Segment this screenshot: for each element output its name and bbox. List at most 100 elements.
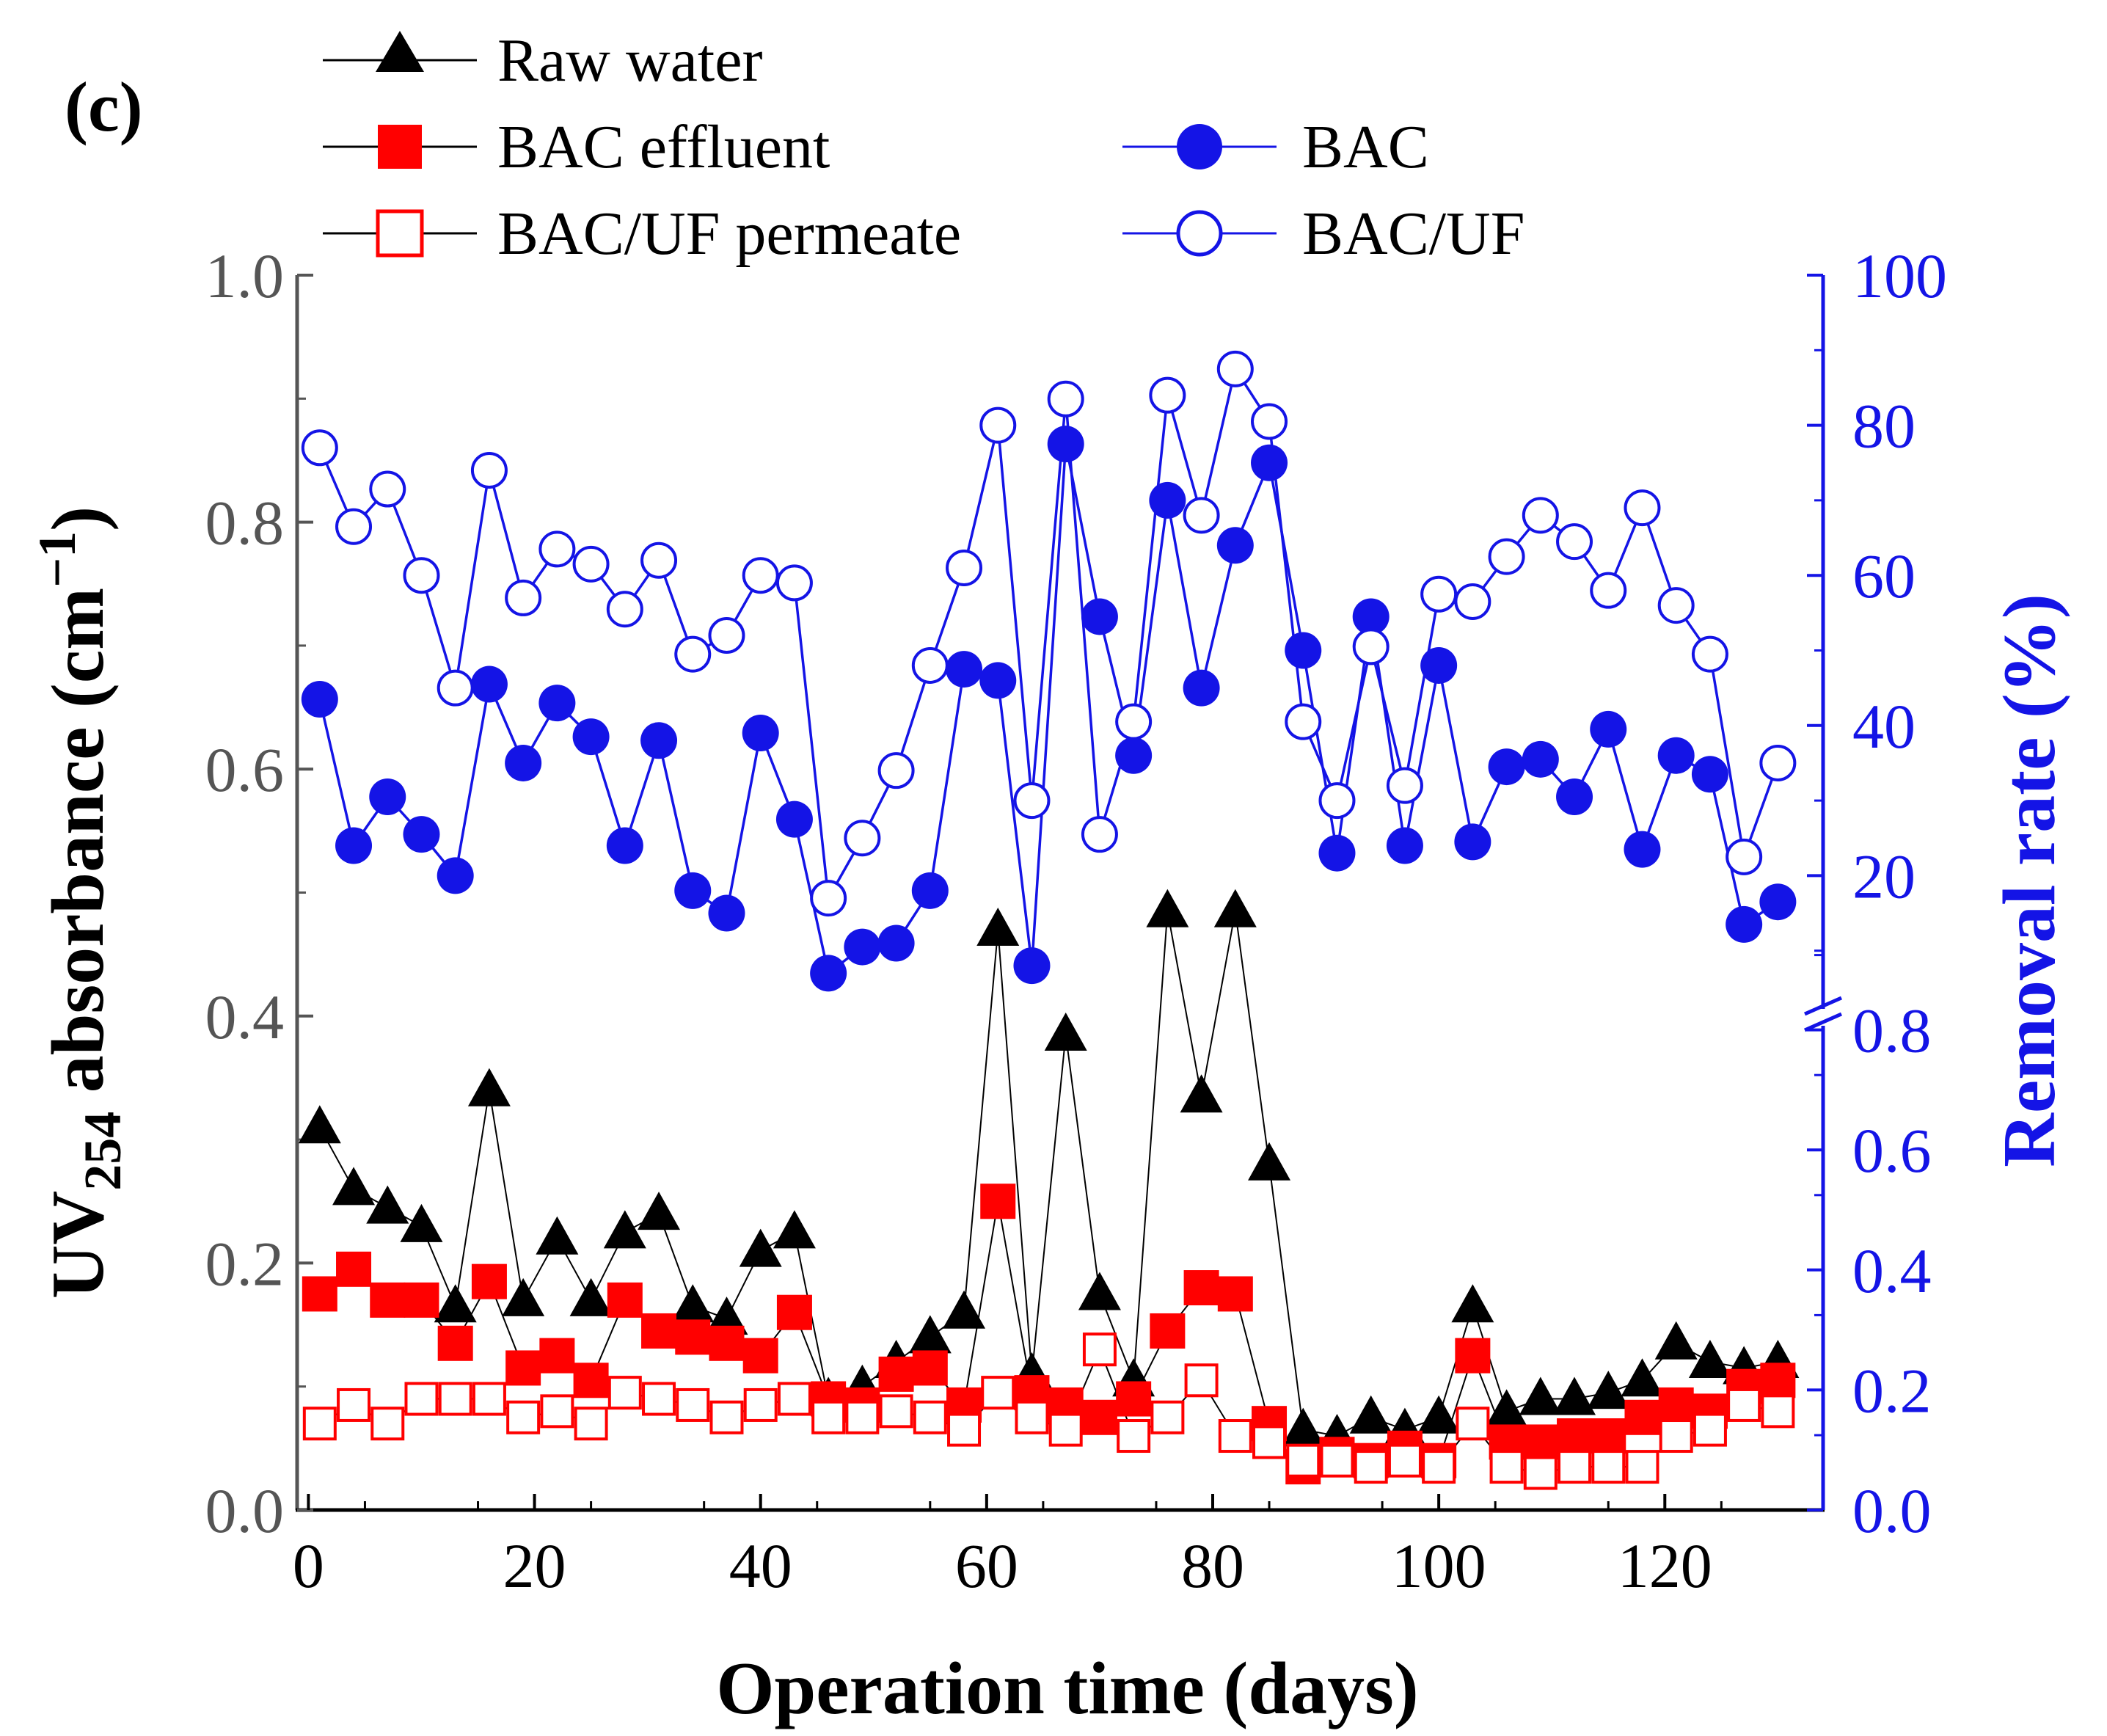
- marker-raw-water: [1146, 889, 1189, 927]
- marker-bac-uf-permeate: [1082, 1332, 1117, 1367]
- marker-raw-water: [671, 1284, 715, 1323]
- marker-bac-uf-permeate: [642, 1382, 676, 1416]
- marker-bac-uf: [1759, 744, 1797, 781]
- marker-raw-water: [1213, 889, 1257, 927]
- right-lower-tick-label: 0.2: [1852, 1355, 1932, 1426]
- legend: Raw water BAC effluent BAC/UF permeate B…: [323, 26, 1524, 268]
- marker-bac-uf: [1522, 497, 1559, 534]
- marker-bac-uf-permeate: [1692, 1412, 1727, 1447]
- marker-bac-uf-permeate: [1727, 1387, 1761, 1422]
- marker-bac-effluent: [709, 1325, 745, 1361]
- marker-bac-uf: [877, 752, 915, 789]
- marker-raw-water: [1654, 1321, 1698, 1360]
- right-ticks: 0.0 0.2 0.4 0.6 0.8 20 40 60 80 100: [1807, 241, 1947, 1546]
- legend-label-bac-effluent: BAC effluent: [497, 113, 830, 181]
- marker-bac-uf-permeate: [1422, 1450, 1456, 1484]
- marker-bac-uf: [1352, 628, 1390, 665]
- marker-bac: [674, 872, 712, 909]
- axis-break-marks: [1803, 996, 1843, 1032]
- marker-bac-uf: [1386, 767, 1423, 804]
- marker-bac-uf-permeate: [1286, 1443, 1321, 1478]
- marker-raw-water: [366, 1185, 409, 1224]
- marker-bac-uf: [437, 669, 474, 707]
- marker-bac-effluent: [573, 1363, 609, 1398]
- marker-bac-effluent: [1183, 1270, 1219, 1306]
- marker-raw-water: [976, 907, 1020, 946]
- marker-bac-uf-permeate: [337, 1387, 371, 1422]
- legend-bac-uf: BAC/UF: [1122, 200, 1524, 268]
- marker-raw-water: [1688, 1340, 1731, 1379]
- marker-bac: [844, 928, 881, 966]
- marker-bac-uf-permeate: [947, 1412, 982, 1447]
- marker-raw-water: [1621, 1358, 1664, 1397]
- legend-raw-water: Raw water: [323, 26, 763, 95]
- marker-bac-uf: [538, 530, 576, 568]
- marker-bac: [1759, 883, 1797, 921]
- marker-bac: [979, 662, 1017, 699]
- marker-bac-uf: [844, 820, 881, 857]
- marker-raw-water: [434, 1284, 477, 1323]
- marker-bac: [1691, 756, 1728, 793]
- marker-bac-effluent: [1522, 1424, 1558, 1460]
- left-tick-label: 0.8: [205, 488, 285, 558]
- marker-bac-uf-permeate: [438, 1382, 472, 1416]
- marker-bac-effluent: [1116, 1381, 1152, 1417]
- right-upper-tick-label: 80: [1852, 391, 1916, 462]
- marker-bac-uf-permeate: [506, 1400, 541, 1434]
- marker-bac: [1285, 632, 1322, 669]
- marker-bac-uf: [1556, 523, 1593, 561]
- marker-bac: [708, 894, 745, 932]
- marker-bac-effluent: [1455, 1338, 1491, 1374]
- marker-bac-uf: [606, 591, 643, 628]
- marker-bac-uf-permeate: [1048, 1412, 1083, 1447]
- marker-bac-uf-permeate: [1117, 1419, 1151, 1454]
- marker-bac: [470, 665, 508, 703]
- left-tick-label: 0.6: [205, 734, 285, 805]
- bottom-tick-label: 0: [293, 1531, 324, 1601]
- marker-raw-water: [1248, 1142, 1291, 1181]
- marker-bac-uf-permeate: [845, 1400, 880, 1434]
- marker-bac-uf-permeate: [1625, 1450, 1659, 1484]
- marker-bac: [946, 651, 983, 688]
- marker-bac: [1657, 737, 1695, 774]
- marker-bac: [1013, 947, 1051, 985]
- bottom-tick-label: 120: [1618, 1531, 1712, 1601]
- marker-raw-water: [400, 1203, 443, 1242]
- right-upper-tick-label: 60: [1852, 541, 1916, 611]
- marker-bac-effluent: [370, 1282, 406, 1318]
- marker-bac-effluent: [878, 1356, 914, 1392]
- marker-bac: [1183, 669, 1220, 707]
- right-upper-tick-label: 20: [1852, 841, 1916, 911]
- marker-raw-water: [1282, 1407, 1325, 1446]
- marker-raw-water: [1417, 1395, 1461, 1434]
- marker-bac-effluent: [607, 1282, 643, 1318]
- bottom-tick-label: 60: [955, 1531, 1018, 1601]
- marker-bac-effluent: [1624, 1399, 1660, 1435]
- marker-bac: [1590, 710, 1627, 748]
- bottom-tick-label: 100: [1392, 1531, 1486, 1601]
- marker-bac: [1318, 834, 1356, 872]
- marker-bac-effluent: [776, 1294, 812, 1330]
- marker-bac-uf-permeate: [913, 1400, 947, 1434]
- marker-raw-water: [1485, 1389, 1528, 1428]
- marker-raw-water: [739, 1228, 782, 1267]
- marker-bac-uf-permeate: [1218, 1419, 1252, 1454]
- marker-bac-uf-permeate: [302, 1407, 337, 1441]
- marker-bac: [742, 715, 779, 752]
- legend-bac-effluent: BAC effluent: [323, 113, 830, 181]
- marker-bac: [1216, 527, 1254, 564]
- marker-bac-uf: [335, 508, 373, 545]
- marker-bac: [505, 744, 542, 781]
- left-tick-label: 1.0: [205, 241, 285, 311]
- marker-bac-uf: [1013, 782, 1051, 820]
- marker-bac-uf-permeate: [981, 1376, 1015, 1410]
- marker-raw-water: [1587, 1371, 1630, 1409]
- marker-bac: [1556, 778, 1593, 815]
- legend-filled-square-icon: [378, 125, 422, 169]
- marker-bac: [911, 872, 949, 909]
- marker-bac-effluent: [1760, 1363, 1796, 1398]
- x-axis-title: Operation time (days): [716, 1647, 1419, 1730]
- legend-bac-uf-permeate: BAC/UF permeate: [323, 200, 961, 268]
- marker-bac-uf-permeate: [1456, 1407, 1490, 1441]
